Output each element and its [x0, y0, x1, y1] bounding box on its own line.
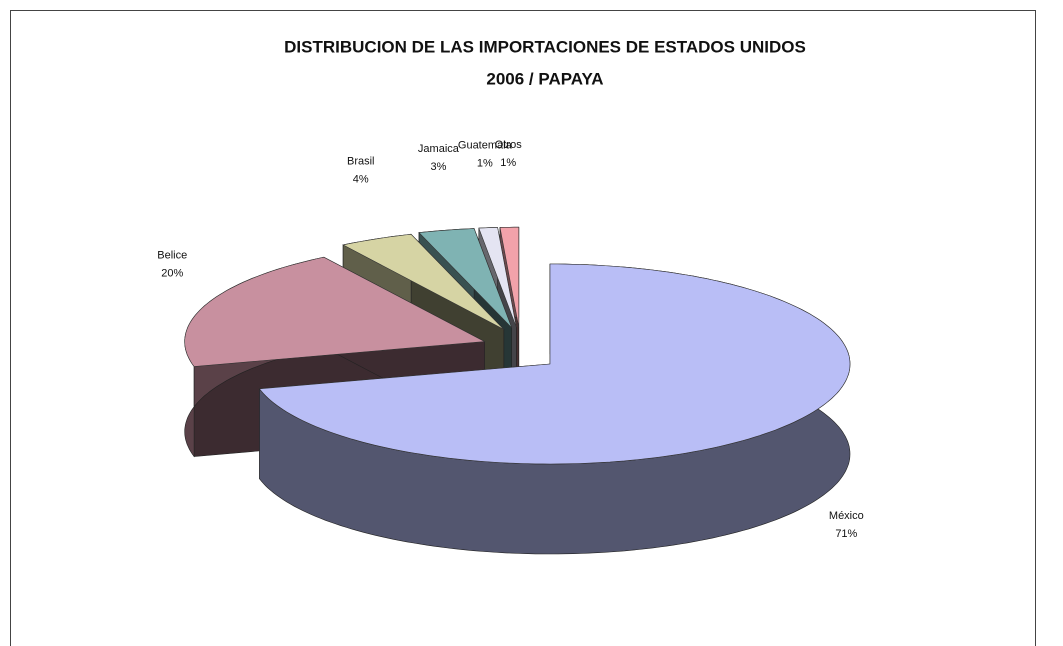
data-label-value: 1% — [477, 158, 493, 170]
data-label-value: 3% — [430, 161, 446, 173]
data-label-value: 20% — [161, 267, 183, 279]
data-label-name: Belice — [157, 249, 187, 261]
data-label-name: Jamaica — [418, 143, 460, 155]
slice-top — [342, 233, 505, 330]
data-label-value: 4% — [353, 174, 369, 186]
chart-title: DISTRIBUCION DE LAS IMPORTACIONES DE EST… — [284, 37, 806, 56]
data-label-name: Otros — [495, 139, 522, 151]
data-label-name: Guatemala — [458, 140, 513, 152]
slice-top — [478, 227, 517, 328]
data-label-value: 71% — [835, 528, 857, 540]
frame — [10, 10, 1036, 646]
slice-top — [418, 228, 512, 328]
slice-top — [258, 263, 851, 465]
data-label-name: México — [829, 510, 864, 522]
slice-top — [499, 226, 520, 328]
slice-top — [184, 256, 486, 367]
data-label-name: Brasil — [347, 156, 375, 168]
chart-subtitle: 2006 / PAPAYA — [486, 69, 603, 88]
data-label-value: 1% — [500, 157, 516, 169]
pie-slice — [258, 263, 851, 555]
